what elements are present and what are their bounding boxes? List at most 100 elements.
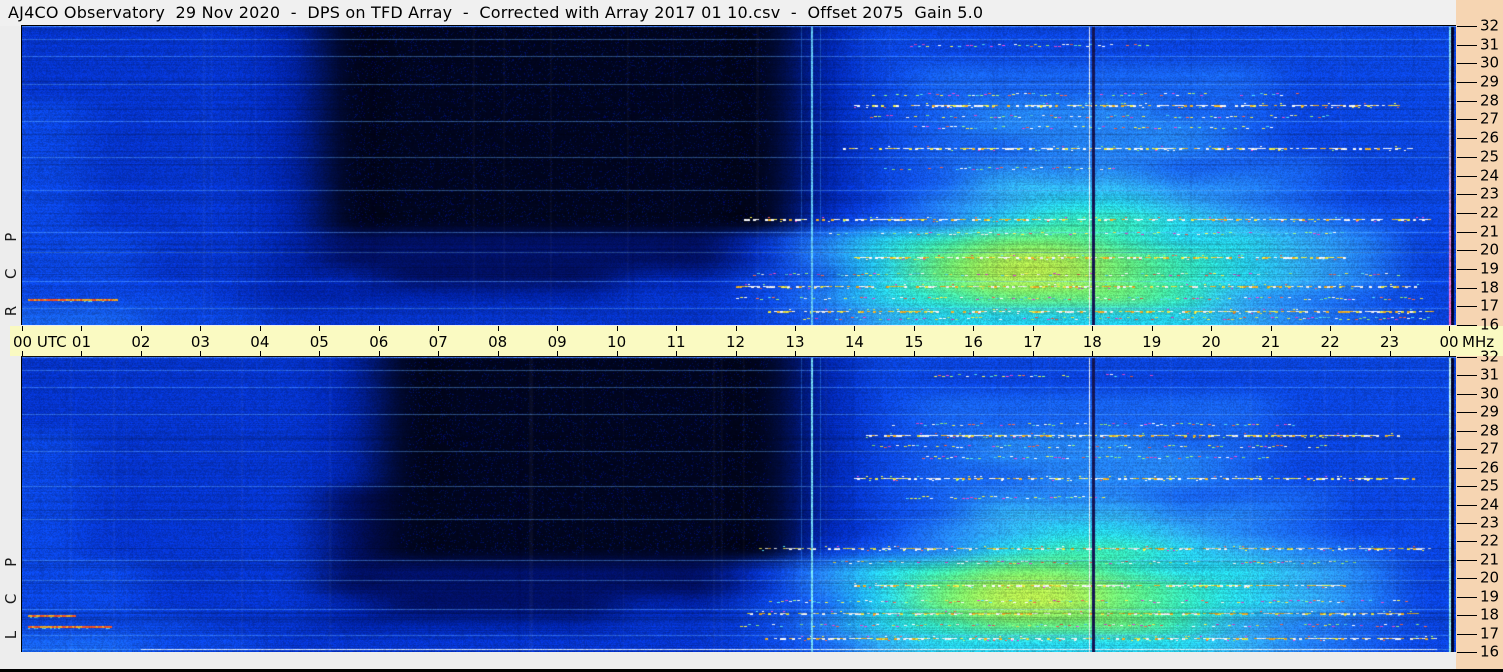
hour-tick [497,326,499,331]
freq-tick [1457,578,1477,580]
rcp-spectrogram-canvas[interactable] [21,25,1456,325]
hour-tick [1270,351,1272,356]
freq-tick [1457,250,1477,252]
hour-tick [140,351,142,356]
hour-tick [1032,326,1034,331]
hour-tick [1389,351,1391,356]
hour-tick [1330,351,1332,356]
freq-tick [1457,596,1477,598]
hour-label: 04 [250,333,270,351]
freq-label: 20 [1480,568,1500,587]
hour-tick [854,351,856,356]
hour-tick [973,326,975,331]
hour-tick [973,351,975,356]
freq-tick [1457,156,1477,158]
hour-tick [81,326,83,331]
hour-label: 03 [190,333,210,351]
freq-label: 23 [1480,184,1500,203]
hour-tick [913,326,915,331]
freq-label: 21 [1480,222,1500,241]
hour-tick [676,326,678,331]
hour-tick [81,351,83,356]
hour-label: 01 [71,333,91,351]
freq-label: 18 [1480,278,1500,297]
hour-label: 05 [309,333,329,351]
hour-label: 10 [607,333,627,351]
time-axis-strip [10,326,1503,356]
hour-label: 09 [547,333,567,351]
freq-tick [1457,63,1477,65]
hour-label: 21 [1261,333,1281,351]
freq-label: 27 [1480,110,1500,129]
freq-tick [1457,26,1477,27]
hour-tick [200,326,202,331]
hour-label: 00 UTC [13,333,67,351]
hour-label: 08 [488,333,508,351]
hour-tick [616,326,618,331]
freq-tick [1457,306,1477,308]
hour-tick [557,351,559,356]
freq-label: 23 [1480,513,1500,532]
freq-label: 26 [1480,128,1500,147]
hour-tick [1151,351,1153,356]
hour-label: 14 [844,333,864,351]
hour-label: 18 [1082,333,1102,351]
hour-label: 13 [785,333,805,351]
freq-label: 31 [1480,366,1500,385]
freq-tick [1457,633,1477,635]
freq-tick [1457,449,1477,451]
hour-tick [794,351,796,356]
freq-tick [1457,268,1477,270]
freq-tick [1457,44,1477,46]
freq-label: 32 [1480,16,1500,35]
freq-tick [1457,212,1477,214]
hour-label: 15 [904,333,924,351]
freq-tick [1457,194,1477,196]
freq-label: 28 [1480,91,1500,110]
hour-tick [854,326,856,331]
freq-tick [1457,412,1477,414]
hour-tick [1092,326,1094,331]
hour-tick [259,351,261,356]
freq-tick [1457,287,1477,289]
freq-label: 21 [1480,550,1500,569]
hour-tick [1270,326,1272,331]
freq-label: 26 [1480,458,1500,477]
freq-tick [1457,82,1477,84]
hour-tick [1449,351,1450,356]
freq-label: 25 [1480,147,1500,166]
freq-tick [1457,375,1477,377]
hour-label: 17 [1023,333,1043,351]
lcp-polarization-label: L C P [2,550,20,640]
freq-tick [1457,430,1477,432]
lcp-spectrogram-canvas[interactable] [21,356,1456,652]
hour-tick [1151,326,1153,331]
freq-tick [1457,486,1477,488]
freq-tick [1457,467,1477,469]
freq-label: 32 [1480,347,1500,366]
freq-label: 28 [1480,421,1500,440]
hour-label: 16 [963,333,983,351]
hour-label: 07 [428,333,448,351]
hour-tick [438,351,440,356]
hour-tick [140,326,142,331]
title-bar: AJ4CO Observatory 29 Nov 2020 - DPS on T… [0,0,1456,26]
freq-label: 17 [1480,624,1500,643]
hour-label: 19 [1142,333,1162,351]
freq-label: 16 [1480,642,1500,661]
hour-label: 12 [725,333,746,351]
hour-tick [22,326,23,331]
hour-tick [794,326,796,331]
hour-tick [378,351,380,356]
freq-label: 27 [1480,439,1500,458]
hour-tick [438,326,440,331]
freq-tick [1457,559,1477,561]
freq-tick [1457,615,1477,617]
hour-tick [319,351,321,356]
hour-tick [1211,326,1213,331]
hour-tick [1211,351,1213,356]
freq-label: 29 [1480,402,1500,421]
hour-tick [1032,351,1034,356]
hour-tick [557,326,559,331]
freq-tick [1457,541,1477,543]
